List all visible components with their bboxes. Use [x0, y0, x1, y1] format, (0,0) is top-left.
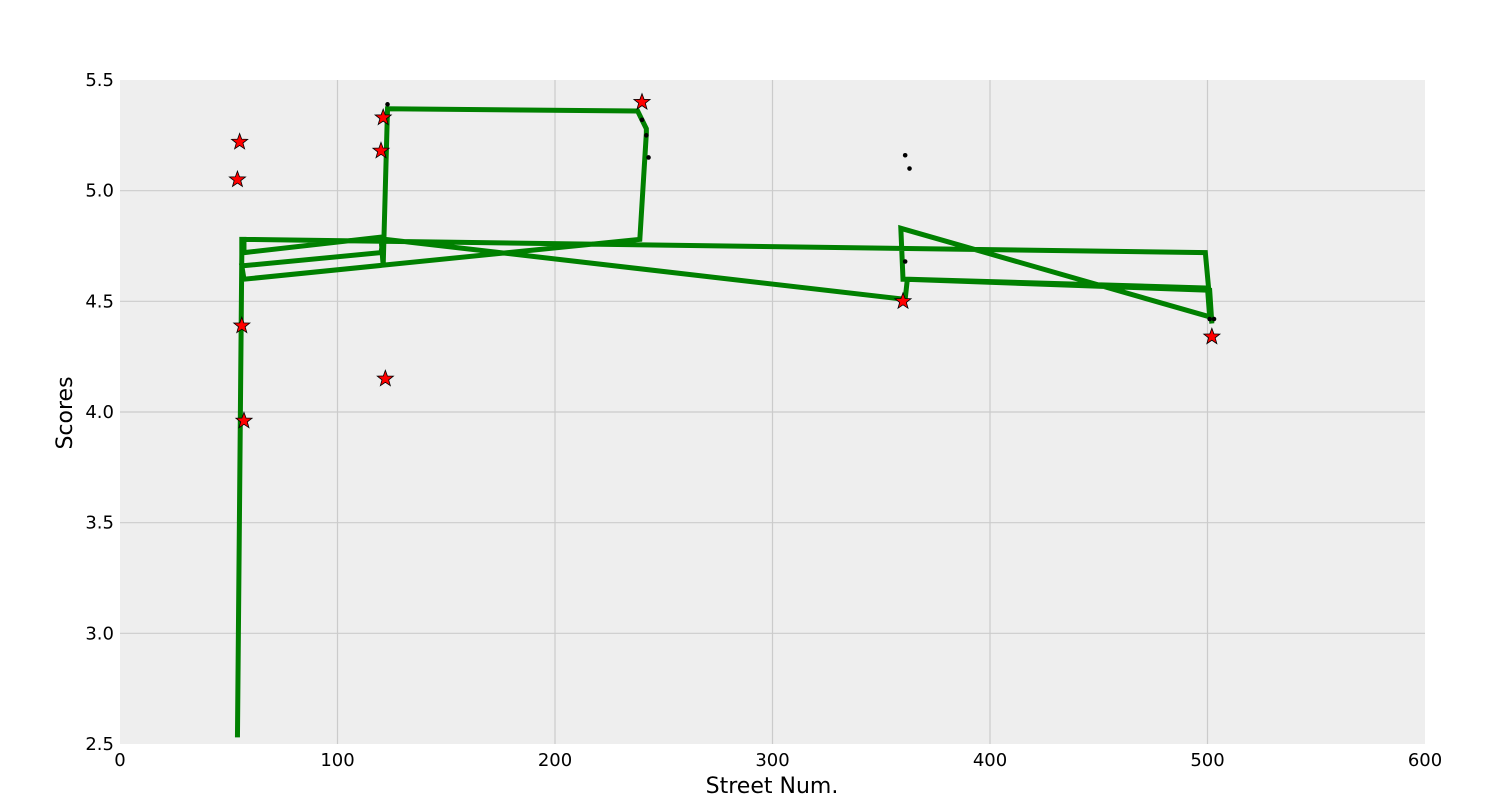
y-axis-ticks: 2.5 3.0 3.5 4.0 4.5 5.0 5.5	[85, 70, 114, 755]
data-point-dot	[1211, 316, 1217, 322]
data-point-dot	[639, 117, 645, 123]
x-tick-label: 200	[538, 750, 572, 771]
data-point-star	[376, 369, 395, 387]
x-tick-label: 100	[320, 750, 354, 771]
data-point-dot	[907, 166, 912, 171]
series-line	[234, 106, 1215, 738]
data-series	[228, 92, 1222, 738]
y-tick-label: 4.0	[85, 402, 114, 423]
data-point-dot	[902, 259, 908, 264]
y-tick-label: 5.5	[85, 70, 114, 91]
x-tick-label: 300	[755, 750, 789, 771]
data-point-star	[232, 316, 251, 334]
x-axis-label: Street Num.	[706, 774, 839, 799]
y-tick-label: 5.0	[85, 181, 114, 202]
x-tick-label: 400	[973, 750, 1007, 771]
y-tick-label: 3.0	[85, 623, 114, 644]
x-tick-label: 0	[114, 750, 125, 771]
grid-lines	[120, 80, 1425, 744]
data-point-dot	[385, 102, 390, 107]
y-tick-label: 4.5	[85, 291, 114, 312]
data-point-dot	[644, 133, 649, 138]
data-point-star	[230, 132, 249, 150]
x-tick-label: 500	[1190, 750, 1224, 771]
data-point-star	[893, 291, 913, 310]
y-tick-label: 3.5	[85, 513, 114, 534]
data-point-dot	[902, 152, 908, 158]
data-point-star	[373, 107, 393, 126]
x-tick-label: 600	[1408, 750, 1442, 771]
data-point-star	[228, 169, 247, 188]
data-point-star	[371, 141, 391, 159]
y-tick-label: 2.5	[85, 734, 114, 755]
y-axis-label: Scores	[53, 376, 78, 449]
data-point-dot	[1207, 316, 1212, 322]
data-point-star	[234, 411, 254, 429]
data-point-dot	[646, 155, 651, 160]
x-axis-ticks: 0 100 200 300 400 500 600	[114, 750, 1442, 771]
data-point-star	[1202, 327, 1222, 345]
data-point-star	[632, 92, 652, 110]
